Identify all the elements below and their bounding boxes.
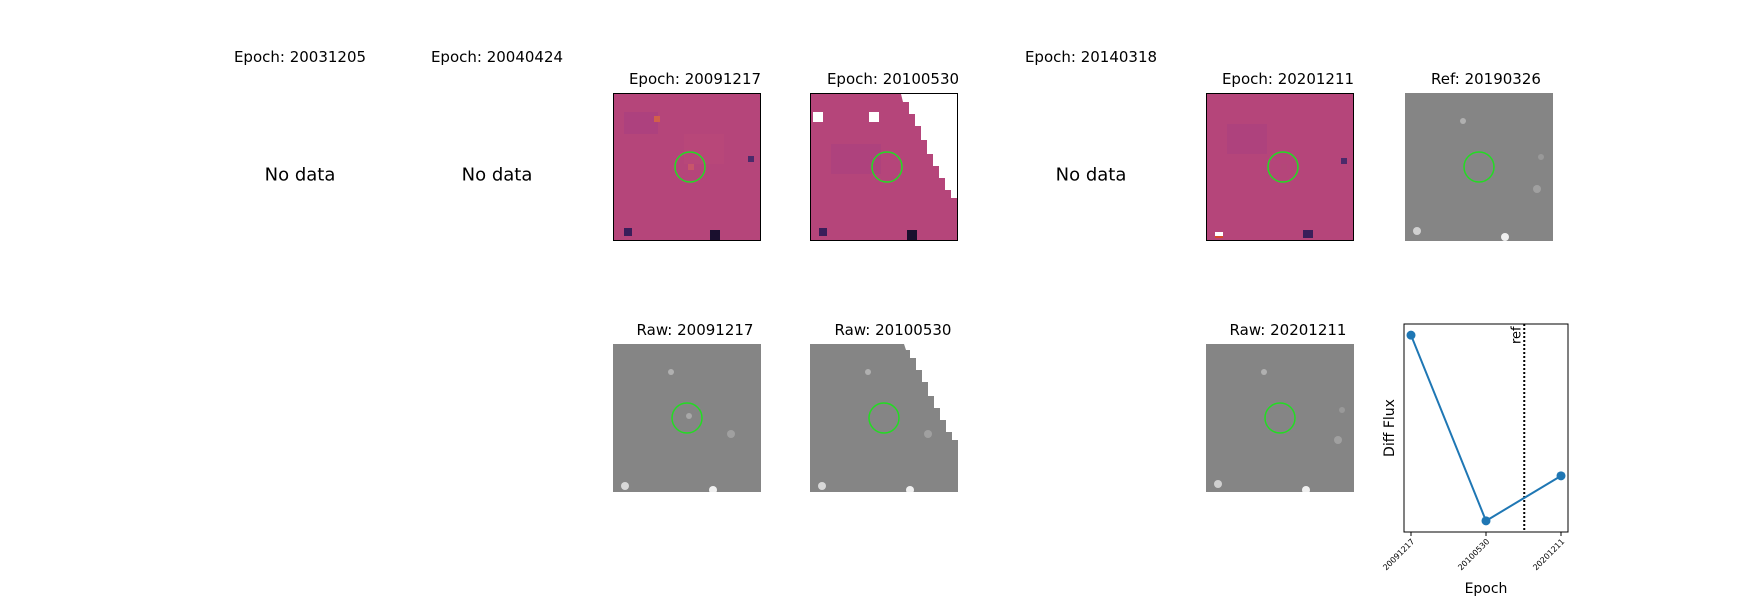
raw-title-2: Raw: 20100530: [834, 321, 952, 339]
x-tick-label: 20201211: [1531, 537, 1566, 572]
data-point: [1406, 330, 1416, 340]
chart-frame: [1403, 323, 1569, 533]
x-axis-label: Epoch: [1465, 581, 1508, 597]
ref-image: [1405, 93, 1553, 241]
no-data-label-3: No data: [1055, 164, 1127, 186]
no-data-label-2: No data: [461, 164, 533, 186]
epoch-title-5: Epoch: 20140318: [1024, 48, 1158, 66]
epoch-title-4: Epoch: 20100530: [826, 70, 960, 88]
epoch-title-3: Epoch: 20091217: [628, 70, 762, 88]
no-data-label-1: No data: [264, 164, 336, 186]
x-tick-label: 20091217: [1381, 537, 1416, 572]
ref-title: Ref: 20190326: [1431, 70, 1541, 88]
raw-title-1: Raw: 20091217: [636, 321, 754, 339]
epoch-title-2: Epoch: 20040424: [430, 48, 564, 66]
diff-image-20100530: [810, 93, 958, 241]
ref-line-label: ref: [1509, 326, 1524, 344]
series-line: [1410, 334, 1562, 523]
epoch-title-6: Epoch: 20201211: [1221, 70, 1355, 88]
light-curve-chart: ref 20091217 20100530 20201211 Diff Flux Ep…: [1381, 323, 1569, 597]
diff-image-20091217: [613, 93, 761, 241]
raw-image-20100530: [810, 344, 958, 492]
y-axis-label: Diff Flux: [1382, 399, 1398, 457]
raw-image-20091217: [613, 344, 761, 492]
data-point: [1481, 516, 1491, 526]
x-tick-label: 20100530: [1456, 537, 1491, 572]
epoch-title-1: Epoch: 20031205: [233, 48, 367, 66]
raw-image-20201211: [1206, 344, 1354, 492]
raw-title-3: Raw: 20201211: [1229, 321, 1347, 339]
data-point: [1556, 471, 1566, 481]
diff-image-20201211: [1206, 93, 1354, 241]
